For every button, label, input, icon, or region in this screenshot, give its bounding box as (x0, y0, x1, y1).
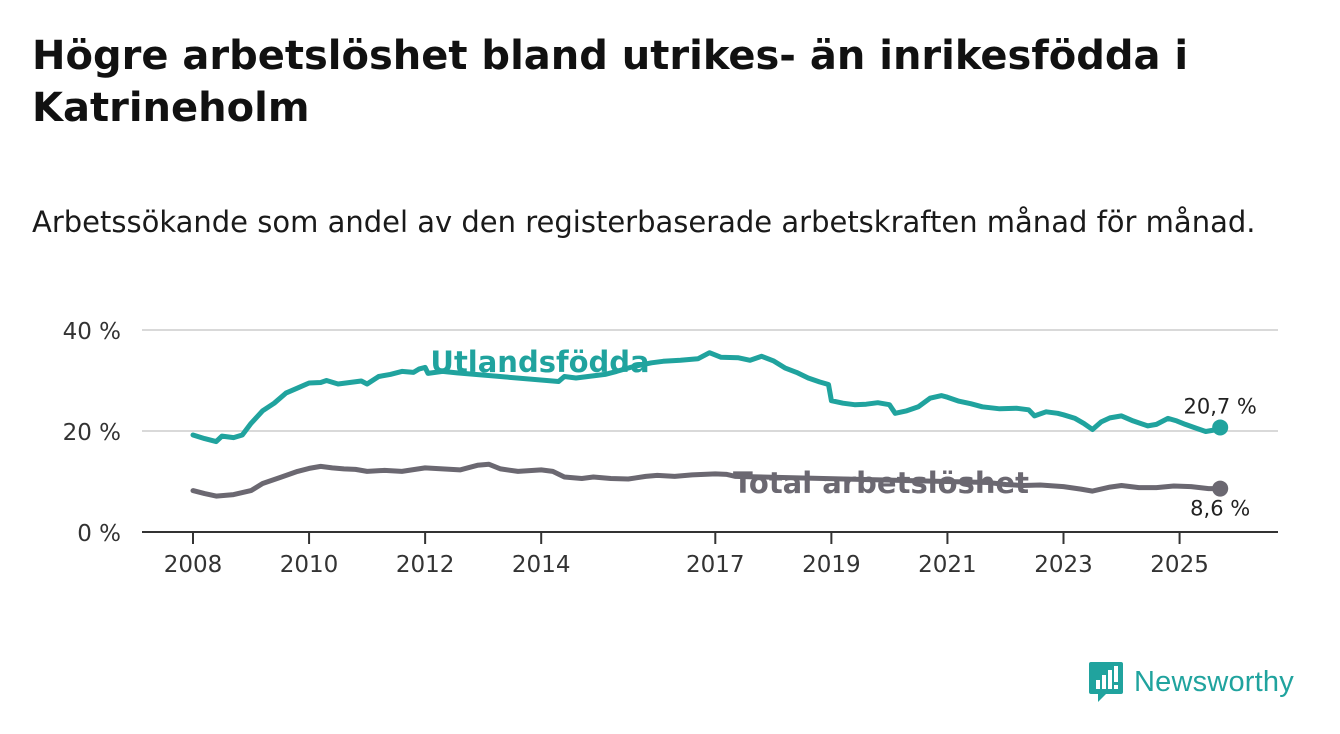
y-tick-label: 40 % (63, 319, 121, 345)
x-axis-ticks: 2008 2010 2012 2014 2017 2019 2021 2023 2025 (164, 532, 1209, 578)
y-axis-ticks: 0 % 20 % 40 % (63, 319, 121, 547)
newsworthy-logo: Newsworthy (1088, 660, 1294, 704)
end-label-total: 8,6 % (1190, 497, 1250, 521)
x-tick-label: 2019 (802, 552, 861, 578)
series-labels: Utlandsfödda Total arbetslöshet (430, 345, 1029, 500)
series-lines (190, 350, 1223, 499)
end-label-utlandsfodda: 20,7 % (1184, 394, 1257, 418)
x-tick-label: 2025 (1150, 552, 1209, 578)
series-label-utlandsfodda: Utlandsfödda (430, 345, 649, 379)
x-tick-label: 2008 (164, 552, 223, 578)
x-tick-label: 2014 (512, 552, 571, 578)
chart-subtitle: Arbetssökande som andel av den registerb… (32, 205, 1256, 239)
x-tick-label: 2021 (918, 552, 977, 578)
x-tick-label: 2010 (280, 552, 339, 578)
gridlines (142, 329, 1278, 432)
bar-chart-speech-icon (1089, 662, 1123, 702)
chart-title: Högre arbetslöshet bland utrikes- än inr… (32, 33, 1189, 131)
series-line-total (190, 461, 1223, 499)
end-dot-total (1212, 480, 1229, 497)
x-tick-label: 2012 (396, 552, 455, 578)
x-tick-label: 2023 (1034, 552, 1093, 578)
series-line-utlandsfodda (190, 350, 1223, 445)
series-label-total: Total arbetslöshet (733, 466, 1029, 500)
y-tick-label: 0 % (77, 521, 121, 547)
end-dot-utlandsfodda (1212, 419, 1229, 436)
y-tick-label: 20 % (63, 420, 121, 446)
end-markers: 20,7 % 8,6 % (1184, 394, 1257, 520)
brand-name: Newsworthy (1134, 665, 1294, 698)
x-tick-label: 2017 (686, 552, 745, 578)
